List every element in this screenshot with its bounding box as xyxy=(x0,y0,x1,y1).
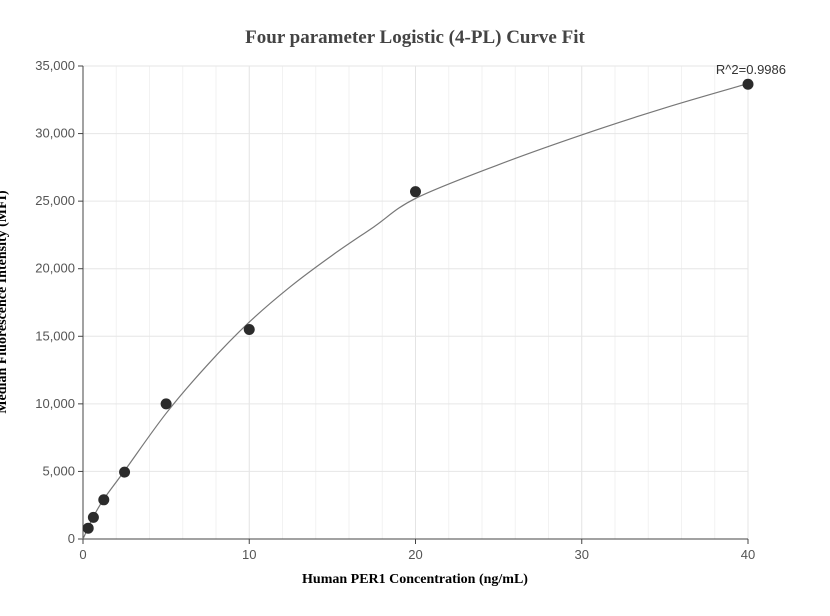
data-point xyxy=(410,186,421,198)
chart-title: Four parameter Logistic (4-PL) Curve Fit xyxy=(245,27,585,48)
y-axis-label: Median Fluorescence Intensity (MFI) xyxy=(0,190,10,414)
data-point xyxy=(82,522,94,534)
data-point xyxy=(119,466,131,478)
x-tick-label: 10 xyxy=(242,547,256,562)
y-tick-label: 5,000 xyxy=(42,463,75,478)
x-axis-label: Human PER1 Concentration (ng/mL) xyxy=(302,572,528,587)
y-tick-label: 15,000 xyxy=(35,328,75,343)
data-point xyxy=(742,78,754,90)
x-tick-label: 40 xyxy=(741,547,755,562)
y-tick-label: 10,000 xyxy=(35,396,75,411)
axis-layer xyxy=(78,65,749,544)
x-tick-label: 30 xyxy=(575,547,589,562)
y-tick-label: 0 xyxy=(68,531,75,546)
data-point xyxy=(243,324,255,336)
fit-curve-line xyxy=(82,82,749,540)
data-point-layer xyxy=(82,78,754,534)
y-tick-label: 25,000 xyxy=(35,193,75,208)
data-point xyxy=(87,511,99,523)
grid-layer xyxy=(82,65,749,540)
y-tick-label: 35,000 xyxy=(35,58,75,73)
y-tick-label: 30,000 xyxy=(35,126,75,141)
tick-label-layer: 0 10 20 30 40 0 5,000 10,000 15,000 20,000 25,000 3… xyxy=(35,58,755,562)
data-point xyxy=(98,494,110,506)
r-squared-annotation: R^2=0.9986 xyxy=(716,62,786,77)
x-tick-label: 0 xyxy=(79,547,86,562)
x-tick-label: 20 xyxy=(408,547,422,562)
data-point xyxy=(160,398,172,410)
y-tick-label: 20,000 xyxy=(35,261,75,276)
